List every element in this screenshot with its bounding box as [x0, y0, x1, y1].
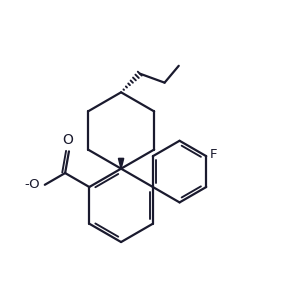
Text: O: O	[62, 133, 73, 147]
Text: F: F	[210, 148, 217, 161]
Text: -O: -O	[24, 178, 40, 191]
Polygon shape	[118, 158, 124, 169]
